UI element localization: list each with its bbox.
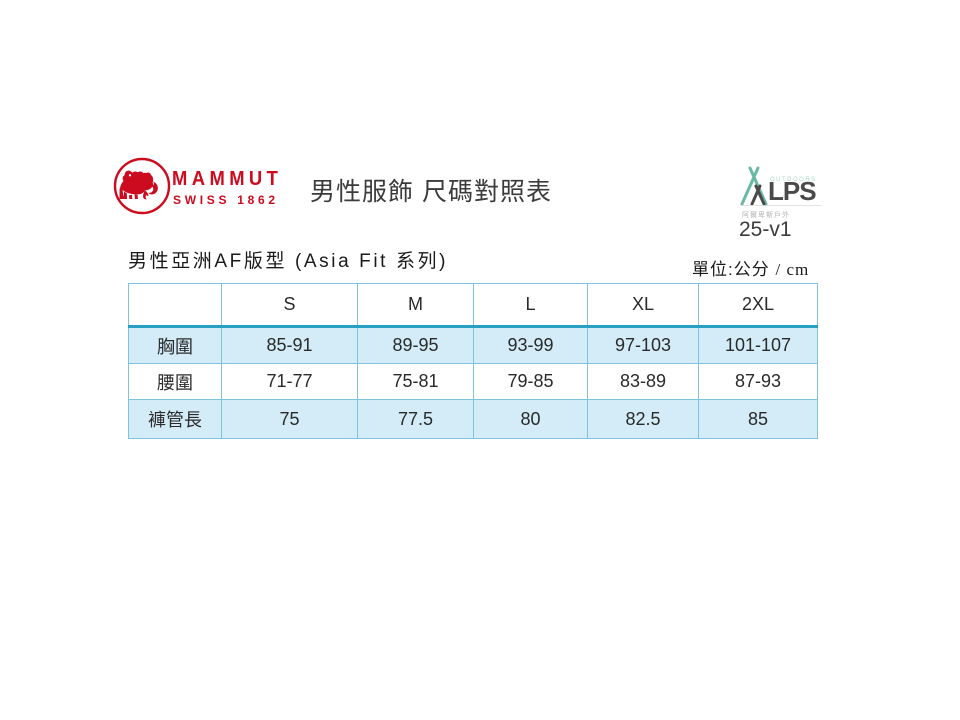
svg-text:OUTDOORS: OUTDOORS (770, 177, 817, 183)
